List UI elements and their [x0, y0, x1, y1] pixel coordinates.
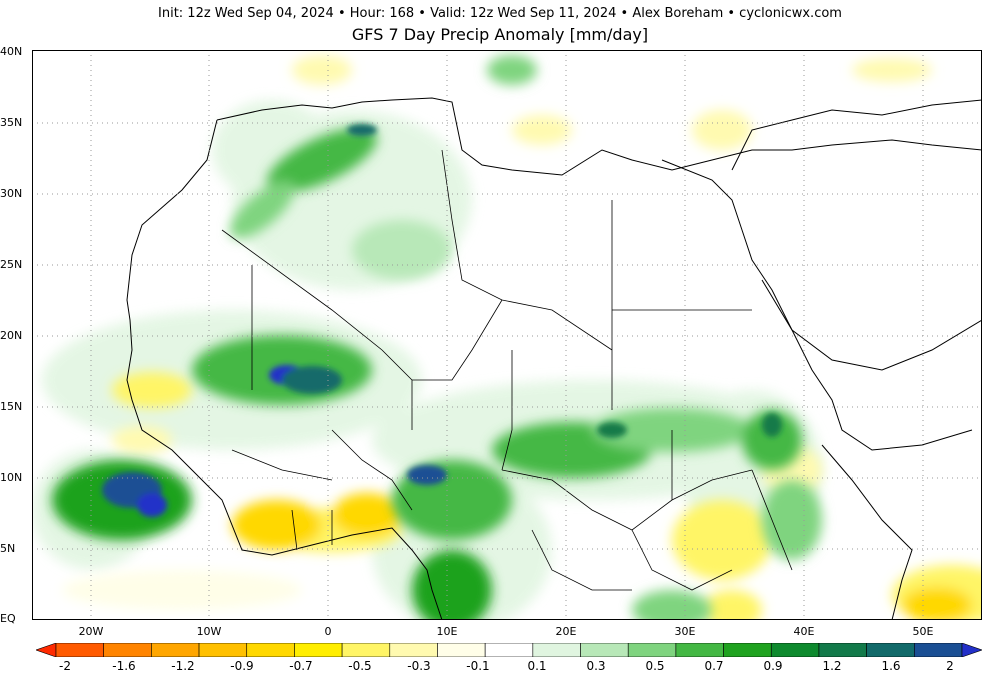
- colorbar-segment: [484, 643, 534, 657]
- colorbar-segment: [532, 643, 581, 657]
- anomaly-field-negative: [62, 55, 982, 620]
- lon-label-50e: 50E: [912, 625, 934, 638]
- anomaly-field-strong: [102, 124, 782, 517]
- colorbar-label: -1.6: [112, 659, 136, 673]
- lat-label-25n: 25N: [0, 258, 23, 271]
- colorbar-label: 1.6: [881, 659, 901, 673]
- colorbar-label: -0.5: [348, 659, 372, 673]
- colorbar-segment: [914, 643, 963, 657]
- graticule: [32, 50, 982, 620]
- colorbar-label: -0.9: [230, 659, 254, 673]
- colorbar-segment: [675, 643, 724, 657]
- colorbar-label: -0.1: [466, 659, 490, 673]
- colorbar: [36, 643, 982, 657]
- coastlines: [126, 97, 982, 620]
- lon-label-10e: 10E: [436, 625, 458, 638]
- lon-label-40e: 40E: [793, 625, 815, 638]
- colorbar-segment: [198, 643, 248, 657]
- lat-label-eq: EQ: [0, 612, 16, 625]
- colorbar-label: 0.7: [704, 659, 724, 673]
- lat-label-15n: 15N: [0, 400, 23, 413]
- map-canvas: [32, 50, 982, 620]
- colorbar-label: 0.5: [645, 659, 665, 673]
- lat-label-30n: 30N: [0, 187, 23, 200]
- lon-label-20w: 20W: [78, 625, 104, 638]
- colorbar-label: 1.2: [822, 659, 842, 673]
- colorbar-segment: [294, 643, 343, 657]
- colorbar-label: -1.2: [171, 659, 195, 673]
- colorbar-segment: [437, 643, 486, 657]
- colorbar-label: -2: [59, 659, 71, 673]
- colorbar-label: 0.3: [586, 659, 606, 673]
- colorbar-label: -0.7: [289, 659, 313, 673]
- colorbar-label: -0.3: [407, 659, 431, 673]
- colorbar-segment: [55, 643, 104, 657]
- colorbar-segment: [723, 643, 772, 657]
- colorbar-segment: [580, 643, 629, 657]
- lon-label-10w: 10W: [196, 625, 222, 638]
- colorbar-segment: [103, 643, 152, 657]
- map-title: GFS 7 Day Precip Anomaly [mm/day]: [351, 25, 649, 44]
- colorbar-segment: [341, 643, 391, 657]
- colorbar-segment: [818, 643, 867, 657]
- lat-label-5n: 5N: [0, 542, 16, 555]
- colorbar-label: 0.1: [527, 659, 547, 673]
- colorbar-label: 2: [946, 659, 954, 673]
- lat-label-35n: 35N: [0, 116, 23, 129]
- precip-anomaly-map: [32, 50, 982, 620]
- lat-label-10n: 10N: [0, 471, 23, 484]
- lon-label-0: 0: [324, 625, 332, 638]
- country-borders: [221, 149, 793, 591]
- colorbar-extend-high: [961, 643, 982, 657]
- colorbar-segment: [866, 643, 915, 657]
- lat-label-20n: 20N: [0, 329, 23, 342]
- lon-label-20e: 20E: [555, 625, 577, 638]
- lon-label-30e: 30E: [674, 625, 696, 638]
- colorbar-segment: [246, 643, 295, 657]
- lat-label-40n: 40N: [0, 45, 23, 58]
- colorbar-segment: [389, 643, 438, 657]
- colorbar-extend-low: [36, 643, 57, 657]
- colorbar-label: 0.9: [763, 659, 783, 673]
- colorbar-segment: [627, 643, 677, 657]
- colorbar-segment: [770, 643, 820, 657]
- colorbar-segment: [151, 643, 200, 657]
- forecast-info-line: Init: 12z Wed Sep 04, 2024 • Hour: 168 •…: [158, 6, 842, 21]
